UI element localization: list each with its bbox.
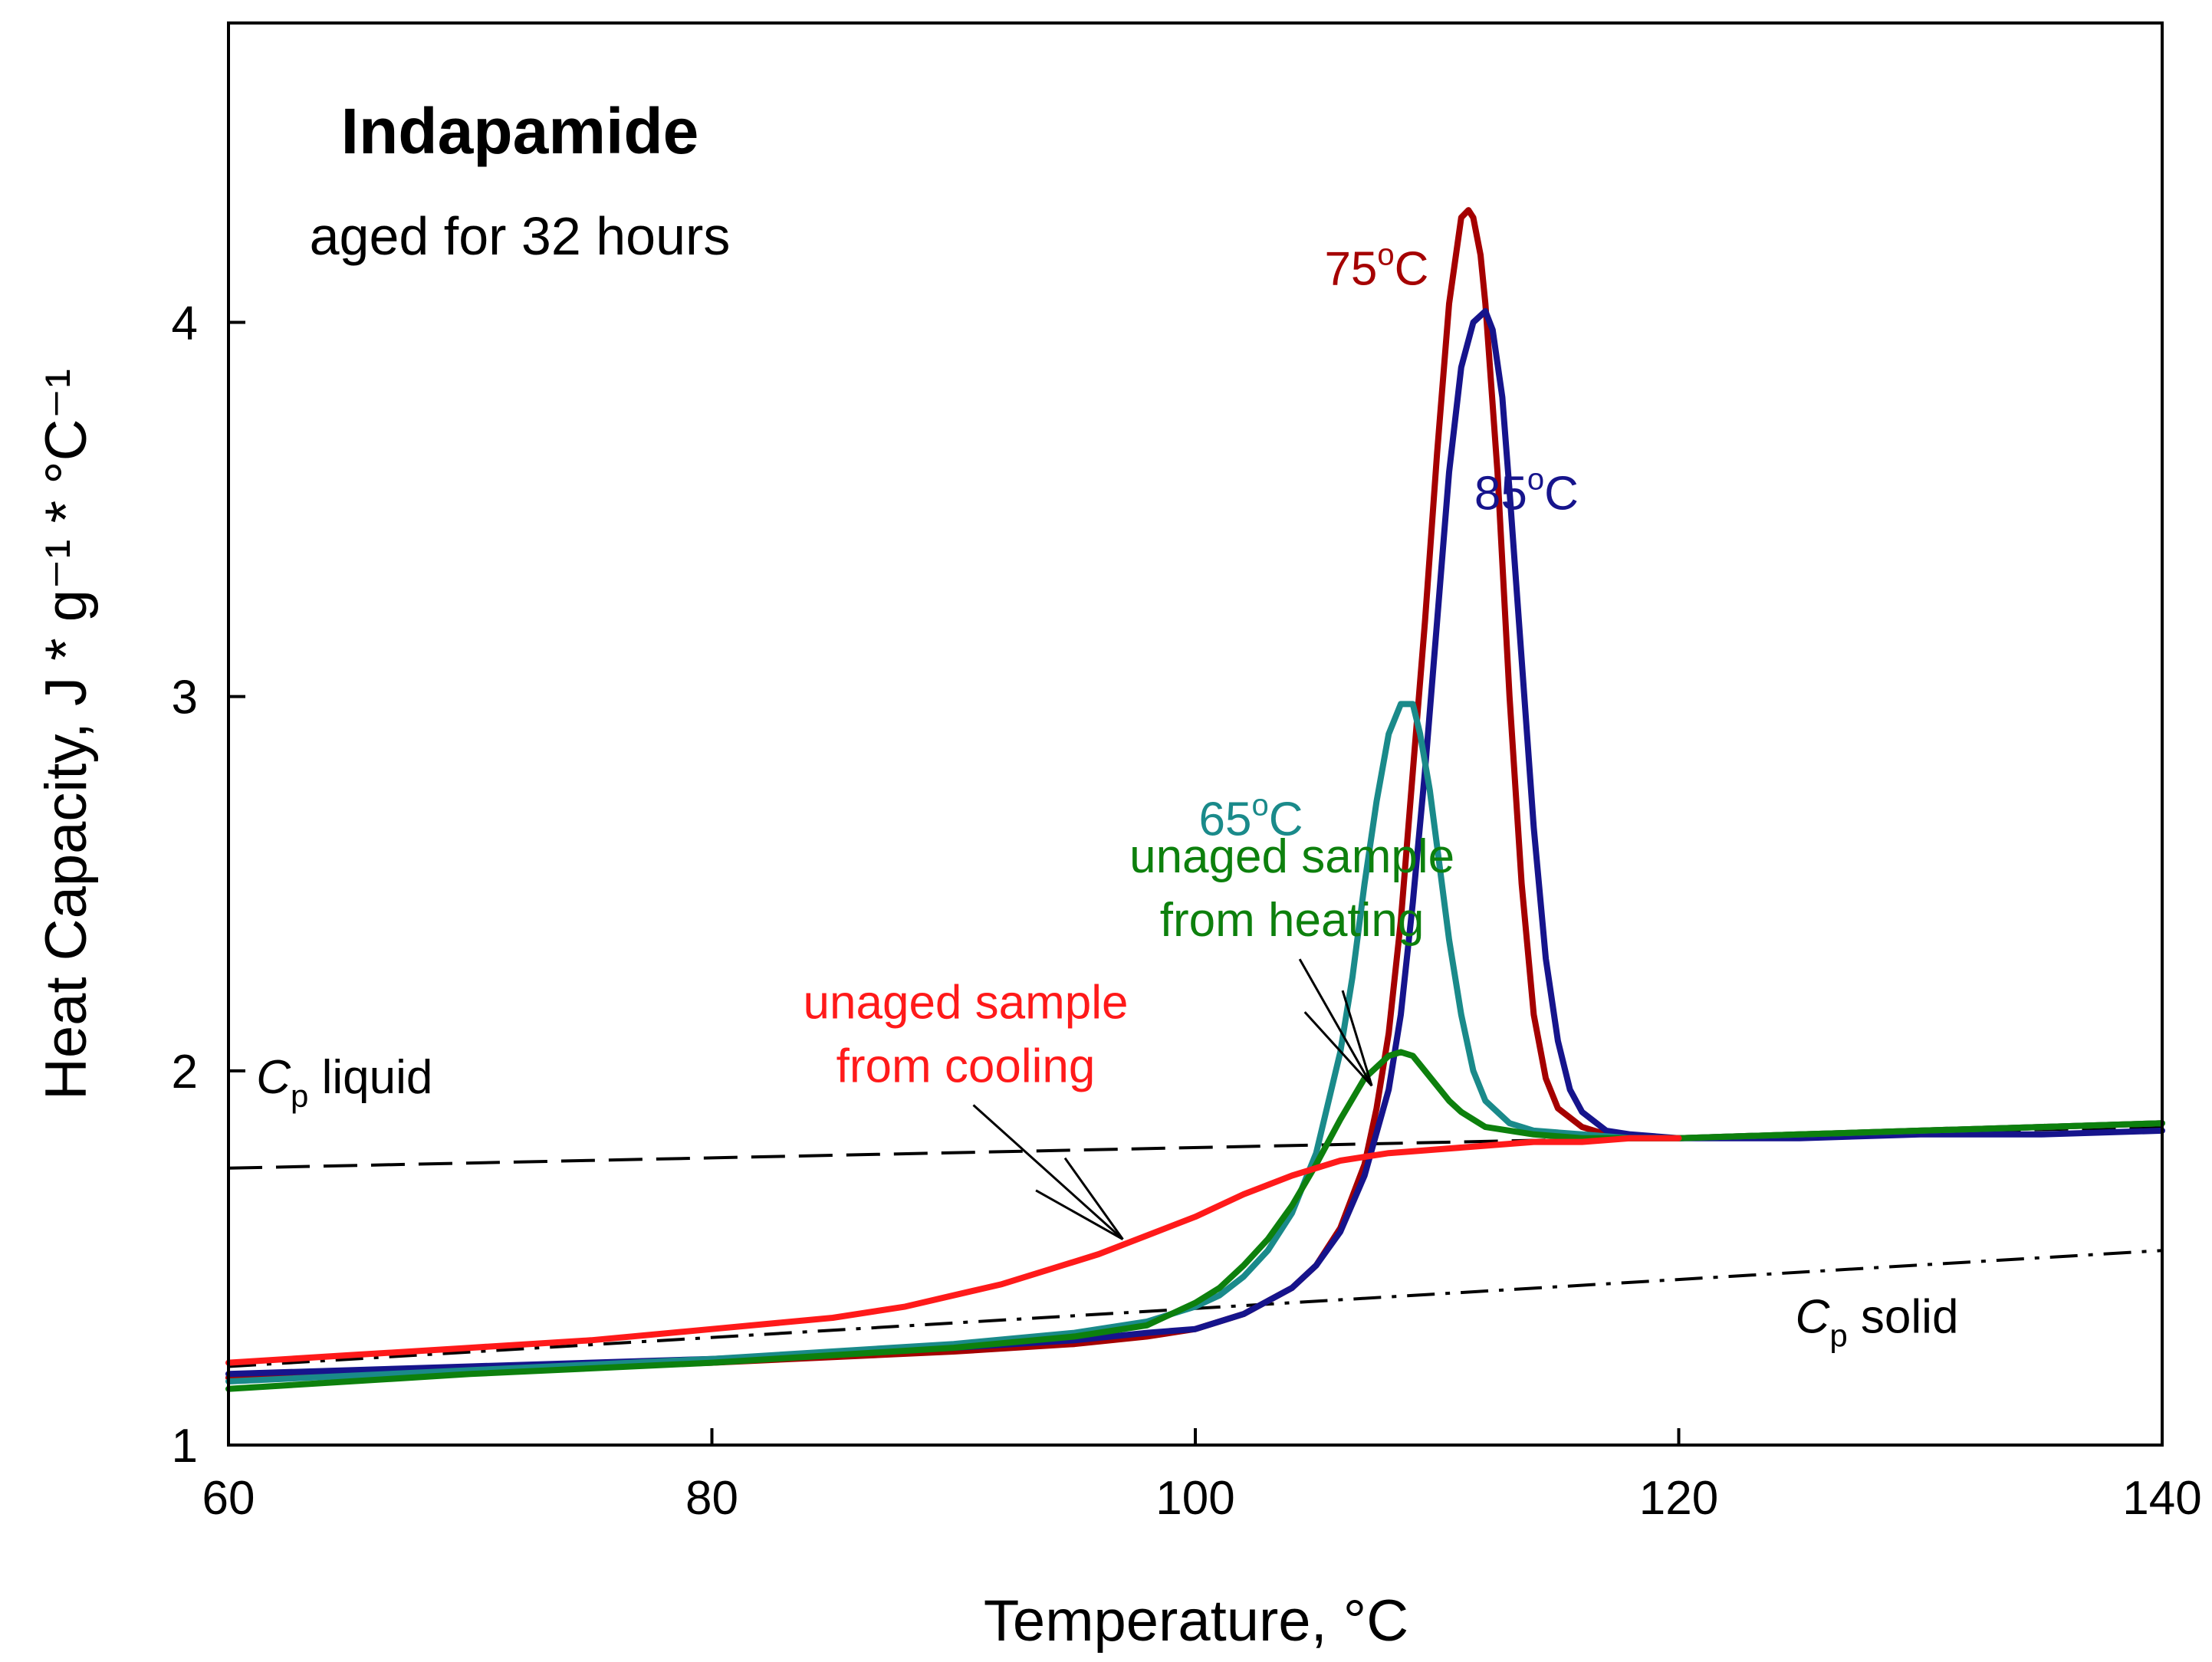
y-axis-title: Heat Capacity, J * g⁻¹ * °C⁻¹ <box>34 369 99 1100</box>
annotation-arrows <box>972 958 1373 1240</box>
x-tick-label-100: 100 <box>1155 1472 1234 1525</box>
annotation-a75: 75oC <box>1324 238 1428 296</box>
x-tick-label-120: 120 <box>1639 1472 1718 1525</box>
x-tick-label-80: 80 <box>685 1472 738 1525</box>
series-unaged-sample-from-cooling <box>225 1135 1682 1366</box>
x-axis-ticks: 60 80 100 120 140 <box>202 1428 2202 1525</box>
annotation-aheat1: unaged sample <box>1129 830 1454 883</box>
annotation-acps: Cp solid <box>1796 1291 1959 1354</box>
arrowhead-acool2-1 <box>1063 1157 1124 1240</box>
x-tick-label-60: 60 <box>202 1472 255 1525</box>
arrow-acool2 <box>972 1104 1124 1240</box>
y-tick-label-3: 3 <box>172 672 198 724</box>
y-tick-label-2: 2 <box>172 1046 198 1099</box>
annotation-a85: 85oC <box>1474 463 1579 521</box>
x-tick-label-140: 140 <box>2122 1472 2201 1525</box>
y-tick-label-4: 4 <box>172 297 198 350</box>
annotation-a65: 65oC <box>1199 788 1303 846</box>
series-85-c <box>225 307 2165 1378</box>
annotation-acool2: from cooling <box>836 1040 1096 1092</box>
arrow-aheat2 <box>1298 958 1373 1087</box>
annotation-aheat2: from heating <box>1160 894 1425 947</box>
chart-subtitle: aged for 32 hours <box>310 206 731 266</box>
arrowhead-aheat2-0 <box>1303 1011 1373 1087</box>
y-axis-ticks: 1 2 3 4 <box>172 297 245 1473</box>
annotation-acpl: Cp liquid <box>256 1051 432 1114</box>
y-tick-label-1: 1 <box>172 1420 198 1473</box>
series-cp-liquid <box>228 1125 2163 1170</box>
chart-title: Indapamide <box>341 95 699 167</box>
arrowhead-acool2-0 <box>1035 1189 1124 1240</box>
data-series <box>225 207 2165 1392</box>
x-axis-title: Temperature, °C <box>984 1588 1408 1654</box>
annotation-acool1: unaged sample <box>804 977 1129 1030</box>
arrowhead-aheat2-1 <box>1341 990 1373 1086</box>
